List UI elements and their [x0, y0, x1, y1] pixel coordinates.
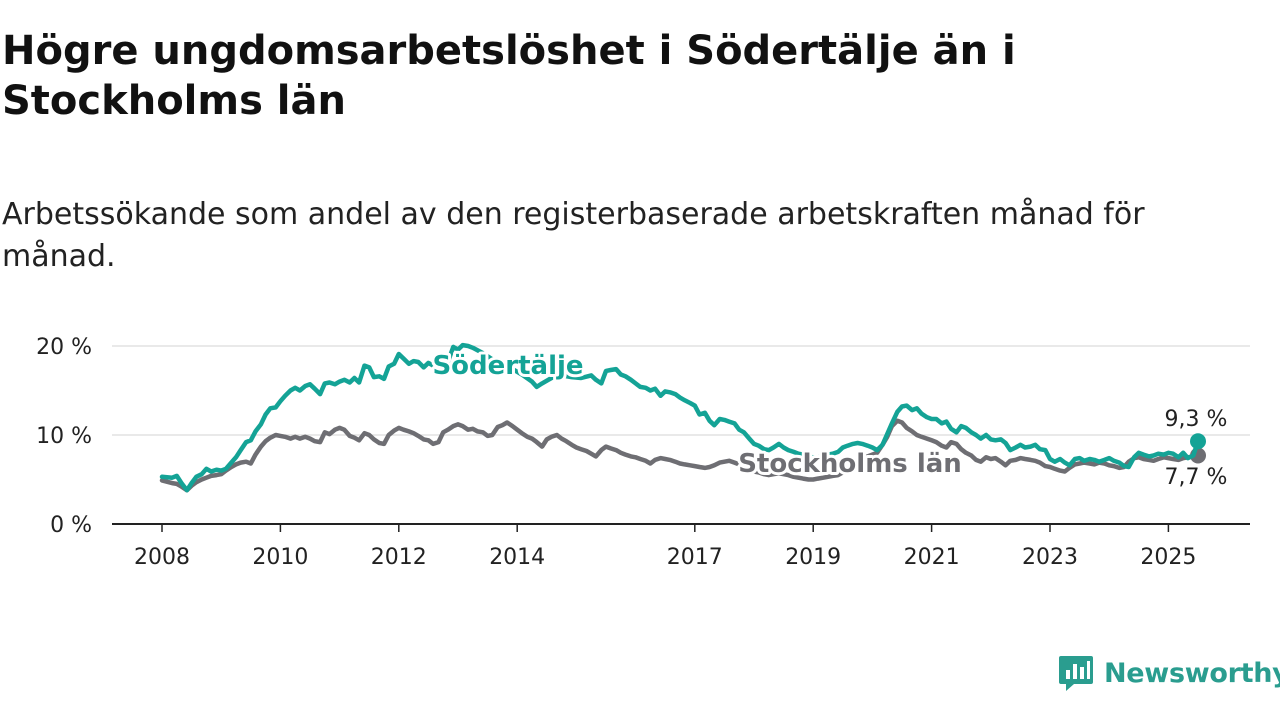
series-lines [159, 342, 1206, 493]
end-value-label-stockholm: 7,7 % [1165, 465, 1228, 490]
y-tick-label: 10 % [36, 424, 92, 449]
x-tick-label: 2014 [489, 545, 545, 570]
brand-name: Newsworthy [1104, 657, 1280, 689]
x-tick-label: 2023 [1022, 545, 1078, 570]
series-label-stockholm: Stockholms län [738, 449, 962, 479]
x-tick-label: 2019 [785, 545, 841, 570]
series-line-s-dert-lje [159, 342, 1201, 493]
series-labels: Södertälje Stockholms län 9,3 % 7,7 % [429, 348, 1230, 493]
x-axis: 2008 2010 2012 2014 2017 2019 2021 2023 2025 [112, 523, 1250, 570]
gridlines [112, 345, 1250, 436]
end-value-label-sodertalje: 9,3 % [1165, 407, 1228, 432]
series-label-sodertalje: Södertälje [432, 351, 583, 381]
chart-title: Högre ungdomsarbetslöshet i Södertälje ä… [2, 28, 1016, 124]
x-tick-label: 2017 [667, 545, 723, 570]
x-tick-label: 2021 [904, 545, 960, 570]
x-tick-label: 2010 [252, 545, 308, 570]
y-axis-tick-labels: 0 % 10 % 20 % [36, 335, 92, 538]
newsworthy-logo[interactable]: Newsworthy [1058, 652, 1280, 694]
x-tick-label: 2025 [1140, 545, 1196, 570]
x-tick-label: 2012 [371, 545, 427, 570]
newsworthy-logo-icon [1059, 656, 1093, 691]
x-tick-label: 2008 [134, 545, 190, 570]
chart-subtitle: Arbetssökande som andel av den registerb… [2, 197, 1145, 274]
series-line-stockholms-l-n [159, 418, 1201, 493]
y-tick-label: 0 % [50, 513, 92, 538]
end-point-s-dert-lje [1190, 433, 1206, 450]
y-tick-label: 20 % [36, 335, 92, 360]
